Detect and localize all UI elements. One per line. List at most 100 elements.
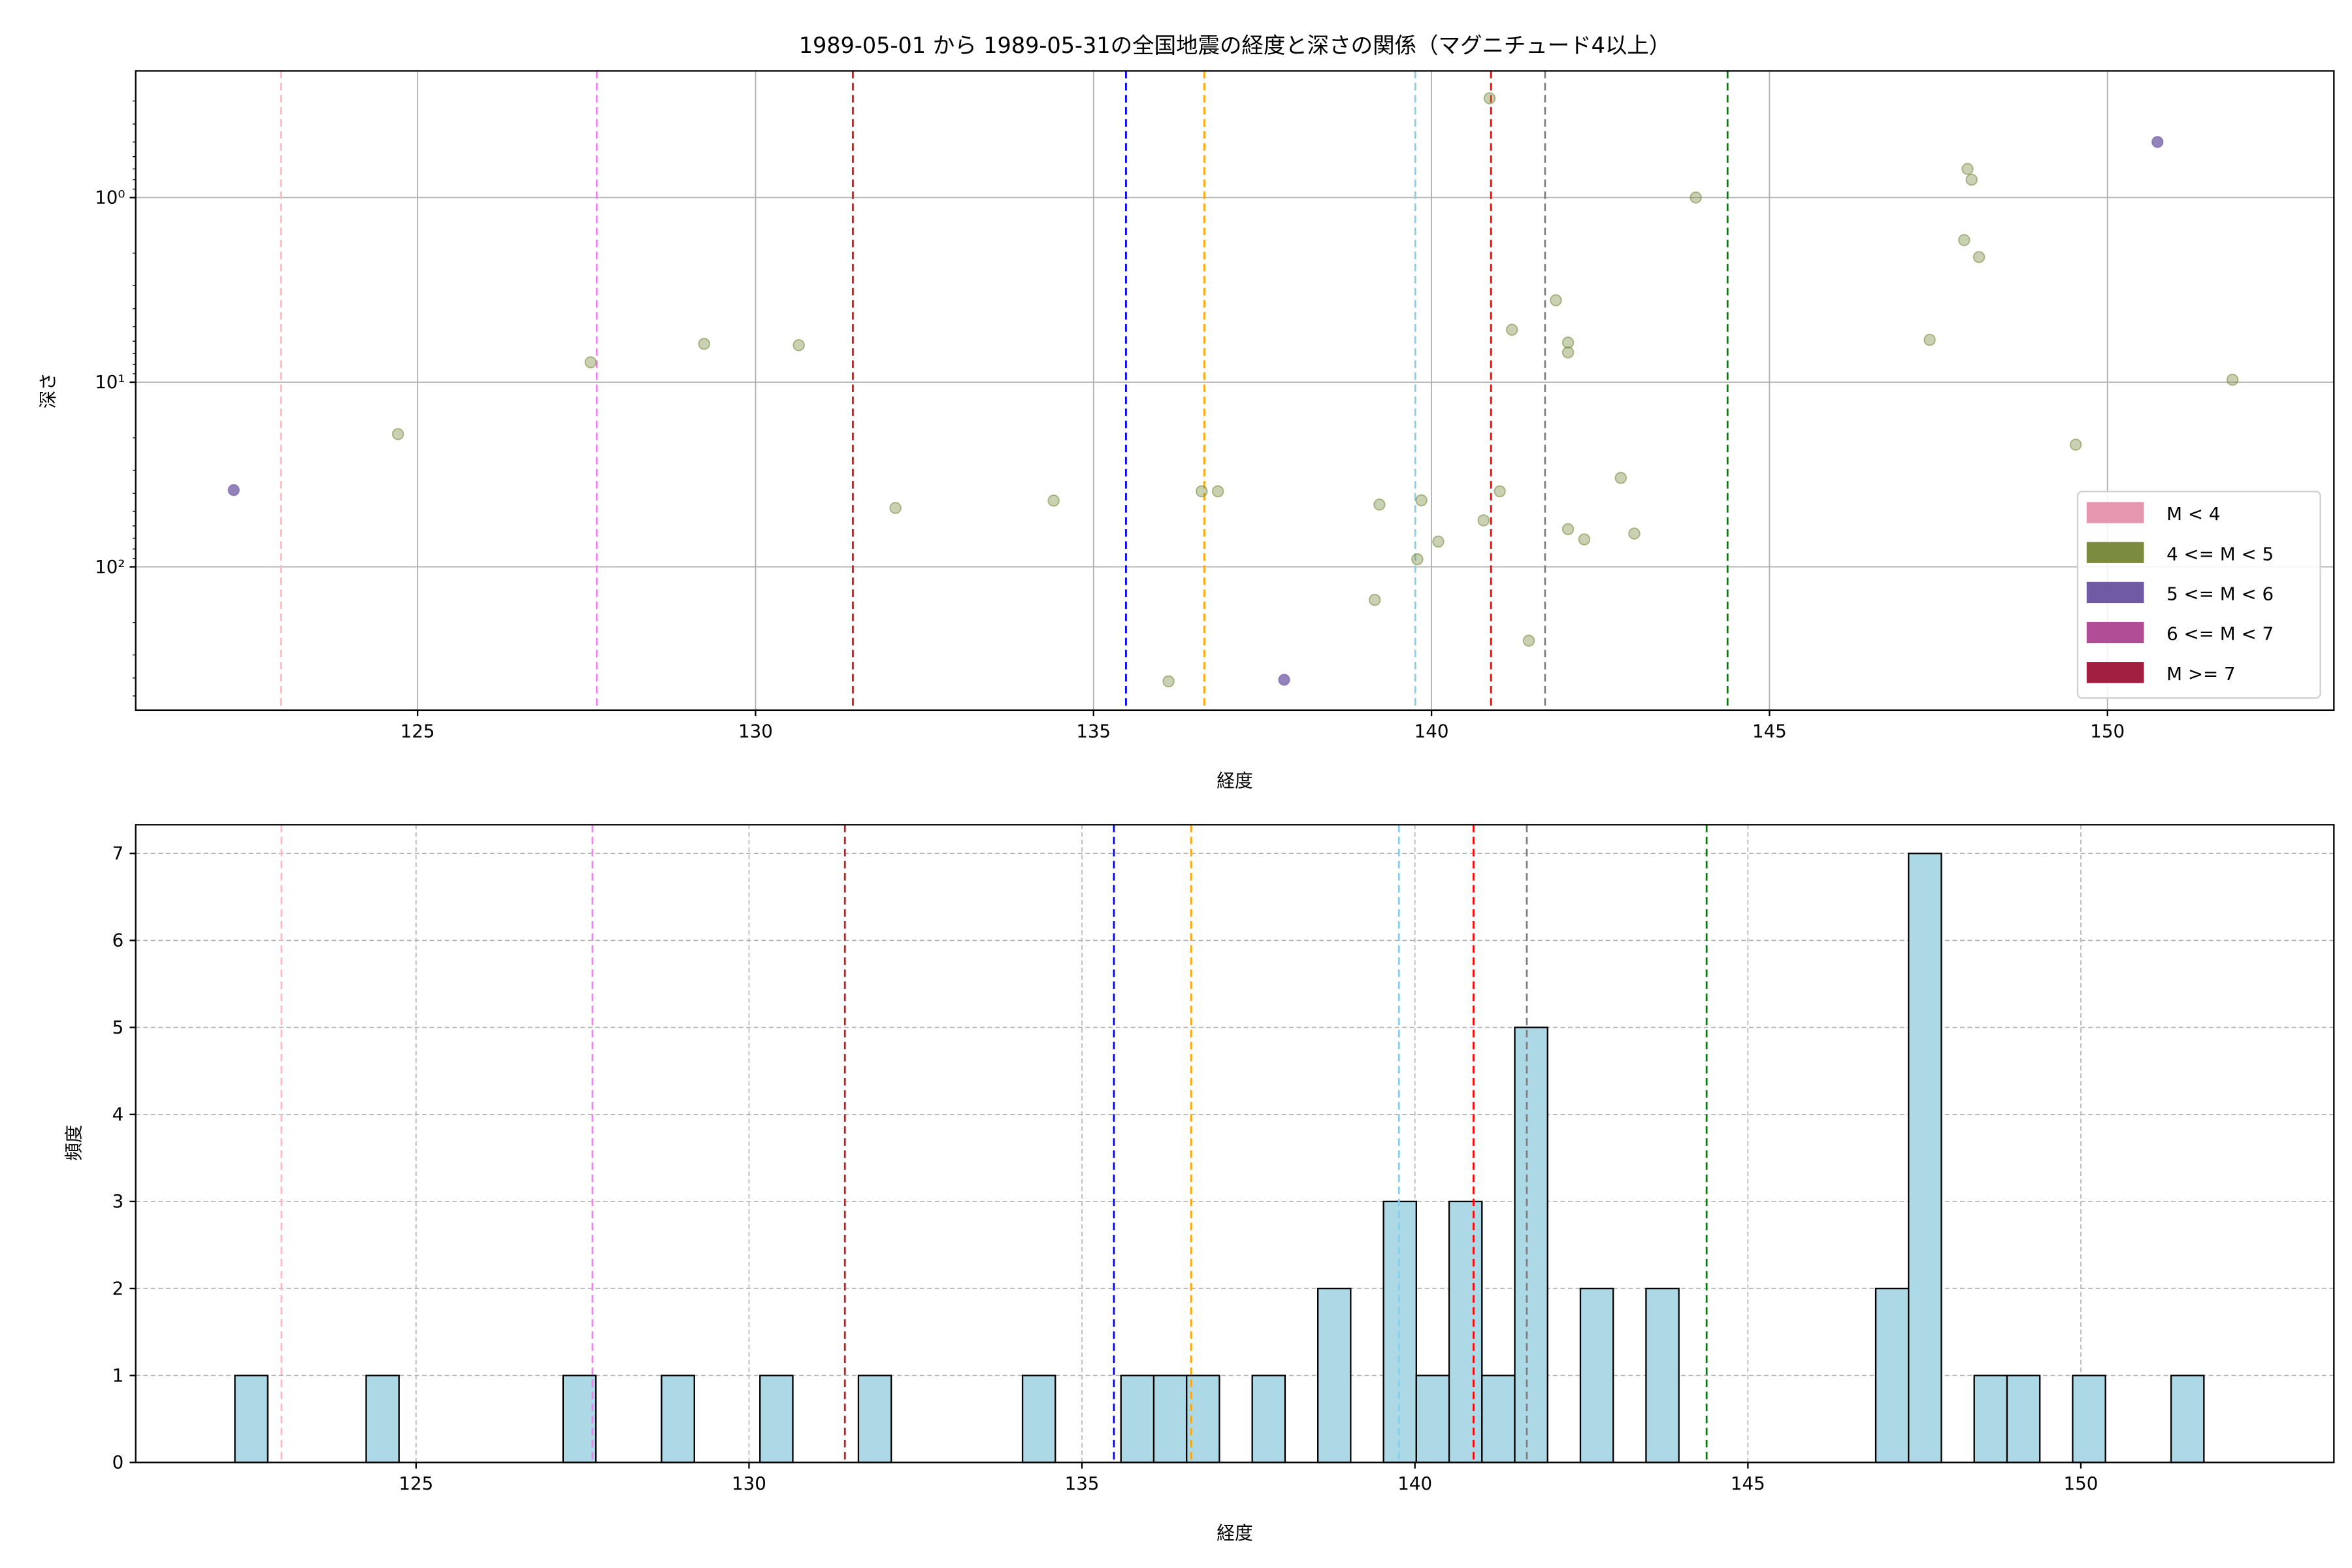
- data-point: [1561, 523, 1575, 536]
- histogram-bar: [1514, 1026, 1548, 1463]
- data-point: [1432, 535, 1445, 548]
- data-point: [1578, 533, 1591, 546]
- data-point: [1961, 163, 1974, 175]
- data-point: [2151, 136, 2164, 148]
- legend-label: 5 <= M < 6: [2166, 583, 2274, 604]
- data-point: [2226, 374, 2239, 386]
- bottom-y-axis-label: 頻度: [63, 1125, 84, 1161]
- x-tick-label: 150: [2090, 720, 2125, 742]
- data-point: [1278, 674, 1290, 686]
- legend: M < 4 4 <= M < 5 5 <= M < 6 6 <= M < 7 M >= …: [2076, 491, 2321, 699]
- x-tick-label: 130: [732, 1473, 766, 1494]
- histogram-bar: [1448, 1200, 1483, 1463]
- data-point: [1561, 336, 1575, 349]
- x-tick-label: 135: [1065, 1473, 1100, 1494]
- histogram-bar: [1645, 1287, 1680, 1463]
- histogram-bar: [1382, 1200, 1417, 1463]
- histogram-plot: 125 130 135 140 145 150 0 1 2 3 4 5 6 7: [112, 824, 2335, 1494]
- data-point: [889, 502, 902, 514]
- histogram-bar: [1152, 1375, 1188, 1463]
- data-point: [391, 428, 404, 440]
- histogram-bar: [2072, 1375, 2106, 1463]
- histogram-bar: [1316, 1287, 1352, 1463]
- y-tick-label: 10²: [95, 556, 125, 578]
- histogram-bar: [562, 1375, 597, 1463]
- y-tick-label: 4: [112, 1103, 124, 1125]
- x-tick-label: 125: [399, 1473, 433, 1494]
- legend-label: M >= 7: [2166, 663, 2236, 685]
- plot-frame: [135, 824, 2335, 1463]
- data-point: [1972, 251, 1985, 263]
- data-point: [1494, 485, 1506, 498]
- histogram-bar: [2170, 1375, 2205, 1463]
- bottom-x-axis-label: 経度: [1217, 1522, 1252, 1544]
- y-tick-label: 0: [112, 1452, 124, 1473]
- x-tick-label: 145: [1752, 720, 1787, 742]
- top-y-axis-label: 深さ: [37, 372, 59, 408]
- data-point: [1628, 527, 1641, 540]
- histogram-bar: [1908, 853, 1942, 1463]
- histogram-bar: [1874, 1287, 1910, 1463]
- histogram-bar: [1415, 1375, 1450, 1463]
- x-tick-label: 150: [2064, 1473, 2099, 1494]
- data-point: [1965, 173, 1978, 186]
- y-tick-label: 5: [112, 1017, 124, 1038]
- legend-swatch: [2086, 502, 2144, 523]
- histogram-bar: [1579, 1287, 1614, 1463]
- legend-swatch: [2086, 662, 2144, 683]
- top-x-axis-label: 経度: [1217, 770, 1252, 792]
- data-point: [1958, 234, 1970, 246]
- y-tick-label: 1: [112, 1365, 124, 1386]
- y-tick-label: 7: [112, 842, 124, 864]
- scatter-plot: 125 130 135 140 145 150 10⁰ 10¹ 10² M < 4 4 <= M <…: [95, 70, 2335, 742]
- y-tick-label: 6: [112, 930, 124, 951]
- data-point: [1550, 294, 1562, 306]
- x-tick-label: 145: [1731, 1473, 1765, 1494]
- legend-label: M < 4: [2166, 503, 2220, 525]
- data-point: [1561, 346, 1575, 359]
- histogram-bar: [1481, 1375, 1516, 1463]
- histogram-bar: [759, 1375, 794, 1463]
- histogram-bar: [365, 1375, 400, 1463]
- data-point: [1522, 634, 1535, 647]
- data-point: [227, 483, 240, 497]
- data-point: [1923, 334, 1936, 346]
- y-tick-label: 10¹: [95, 371, 125, 393]
- x-tick-label: 140: [1414, 720, 1449, 742]
- data-point: [584, 356, 597, 368]
- histogram-bar: [661, 1375, 695, 1463]
- y-tick-label: 2: [112, 1277, 124, 1299]
- x-tick-label: 130: [738, 720, 773, 742]
- legend-swatch: [2086, 581, 2144, 604]
- data-point: [1415, 494, 1428, 506]
- data-point: [1373, 498, 1386, 511]
- histogram-bar: [857, 1375, 892, 1463]
- data-point: [1211, 485, 1224, 498]
- data-point: [1614, 472, 1627, 484]
- histogram-bar: [234, 1375, 269, 1463]
- data-point: [1411, 553, 1424, 566]
- x-tick-label: 135: [1076, 720, 1111, 742]
- histogram-bar: [1251, 1375, 1286, 1463]
- data-point: [698, 338, 711, 350]
- histogram-bar: [2006, 1375, 2041, 1463]
- histogram-bar: [1120, 1375, 1155, 1463]
- y-tick-label: 3: [112, 1190, 124, 1212]
- legend-label: 6 <= M < 7: [2166, 623, 2274, 645]
- data-point: [1505, 323, 1518, 336]
- histogram-bar: [1973, 1375, 2008, 1463]
- data-point: [1196, 485, 1208, 498]
- legend-swatch: [2086, 621, 2144, 644]
- data-point: [1483, 92, 1496, 105]
- data-point: [1690, 191, 1702, 204]
- data-point: [2069, 438, 2082, 451]
- histogram-bar: [1021, 1375, 1056, 1463]
- chart-title: 1989-05-01 から 1989-05-31の全国地震の経度と深さの関係（マ…: [799, 33, 1671, 58]
- x-tick-label: 140: [1397, 1473, 1432, 1494]
- legend-label: 4 <= M < 5: [2166, 543, 2274, 564]
- data-point: [1477, 514, 1490, 527]
- y-tick-label: 10⁰: [95, 187, 125, 208]
- data-point: [1162, 675, 1175, 688]
